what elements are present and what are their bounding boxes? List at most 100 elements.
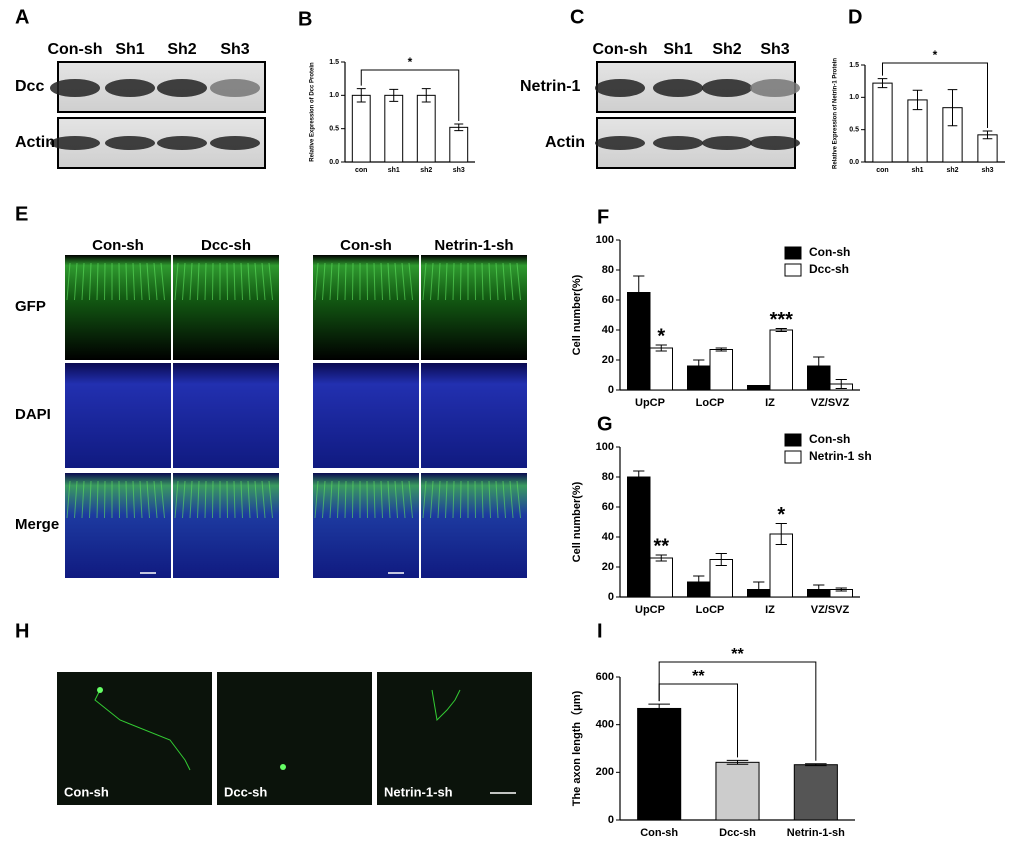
fiber (445, 262, 448, 301)
fiber (373, 480, 376, 519)
fiber (89, 480, 92, 519)
y-tick-label: 40 (602, 324, 614, 336)
fiber (322, 262, 326, 301)
bar (747, 385, 771, 391)
section-image (173, 363, 279, 468)
panel-letter: B (298, 8, 312, 30)
lane-label: Sh1 (663, 41, 692, 58)
error-bar (389, 88, 399, 102)
fiber (322, 480, 326, 519)
blot-band (702, 136, 752, 150)
y-axis-label: Relative Expression of Netrin-1 Protein (833, 58, 839, 169)
fiber (366, 480, 368, 519)
section-image (65, 255, 171, 360)
fiber (401, 262, 406, 301)
blot-band (702, 79, 752, 97)
fiber (430, 480, 434, 519)
bar (351, 94, 371, 163)
fiber (516, 480, 521, 519)
error-bar (877, 78, 888, 89)
y-tick-label: 200 (596, 766, 614, 778)
fiber (488, 262, 491, 301)
fiber (509, 262, 514, 301)
legend-swatch (784, 450, 802, 464)
fiber (146, 262, 150, 301)
section-image (313, 363, 419, 468)
fiber (153, 480, 158, 519)
y-axis-label: Relative Expression of Dcc Protein (310, 62, 316, 162)
neuron-label: Con-sh (64, 784, 109, 799)
blot-band (653, 79, 703, 97)
fiber (481, 262, 484, 301)
fiber (261, 262, 266, 301)
fiber (452, 480, 455, 519)
y-tick-label: 1.0 (849, 94, 859, 101)
lane-label: Sh3 (220, 41, 249, 58)
bar (627, 476, 651, 598)
blot-band (105, 79, 155, 97)
fiber (74, 262, 78, 301)
legend-label: Dcc-sh (809, 262, 849, 276)
x-tick-label: Dcc-sh (719, 827, 756, 839)
fiber (118, 262, 120, 301)
neuron-soma (280, 764, 286, 770)
blot-band (50, 79, 100, 97)
y-tick-label: 100 (596, 441, 614, 453)
fiber (460, 480, 462, 519)
x-tick-label: VZ/SVZ (811, 604, 850, 616)
blot-band (750, 79, 800, 97)
fiber (189, 262, 193, 301)
bar (649, 557, 673, 598)
x-tick-label: IZ (765, 397, 775, 409)
lane-label: Sh2 (712, 41, 741, 58)
fiber (452, 262, 455, 301)
fiber (74, 480, 78, 519)
section-image (65, 473, 171, 578)
bar (793, 764, 838, 821)
panel-letter: H (15, 620, 29, 642)
error-bar (655, 554, 667, 562)
fiber (132, 480, 135, 519)
fiber (430, 262, 434, 301)
fiber (104, 262, 106, 301)
bar (384, 94, 404, 163)
fiber (254, 480, 258, 519)
fiber (474, 262, 476, 301)
error-bar (835, 587, 847, 592)
row-label: GFP (15, 298, 46, 315)
fiber (481, 480, 484, 519)
fiber (408, 262, 413, 301)
error-bar (947, 89, 958, 127)
fiber (118, 480, 120, 519)
fiber (233, 262, 236, 301)
x-tick-label: Netrin-1-sh (787, 827, 845, 839)
panel-letter: G (597, 413, 613, 435)
row-label: DAPI (15, 406, 51, 423)
fiber (204, 262, 207, 301)
fiber (160, 262, 165, 301)
significance-label: * (777, 504, 785, 526)
y-tick-label: 600 (596, 671, 614, 683)
x-tick-label: sh2 (946, 167, 958, 174)
significance-label: * (408, 55, 413, 69)
fiber (344, 262, 347, 301)
x-tick-label: LoCP (696, 397, 725, 409)
blot-band (50, 136, 100, 150)
y-tick-label: 80 (602, 471, 614, 483)
column-label: Dcc-sh (201, 237, 251, 254)
fiber (422, 262, 427, 301)
fiber (329, 480, 333, 519)
blot-row-label: Actin (545, 134, 585, 151)
fiber (139, 262, 143, 301)
y-tick-label: 1.5 (329, 59, 339, 66)
neuron-image (377, 672, 532, 805)
row-label: Merge (15, 516, 59, 533)
bar (709, 349, 733, 391)
fiber (204, 480, 207, 519)
section-image (173, 255, 279, 360)
y-tick-label: 40 (602, 531, 614, 543)
fiber (337, 480, 340, 519)
panel-letter: C (570, 6, 584, 28)
fiber (394, 480, 398, 519)
fiber (160, 480, 165, 519)
